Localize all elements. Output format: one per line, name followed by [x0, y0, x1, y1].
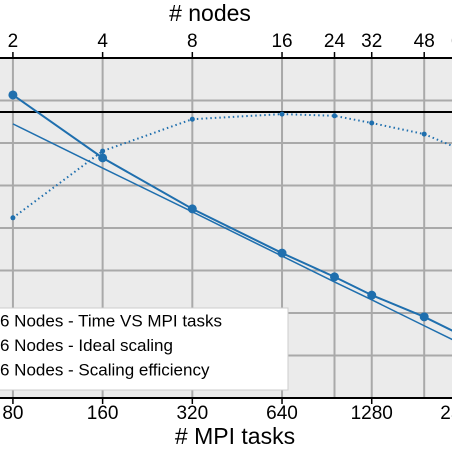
data-point: [279, 111, 285, 117]
data-point: [100, 148, 106, 154]
x-tick-label: 24: [324, 31, 346, 52]
data-point: [421, 131, 427, 137]
x2-tick-label: 2560: [440, 403, 452, 424]
series-line: [12, 123, 452, 341]
legend-label: 6 Nodes - Time VS MPI tasks: [0, 311, 222, 330]
x2-tick-label: 160: [87, 403, 119, 424]
x-axis-title: # nodes: [169, 0, 251, 26]
x-tick-label: 16: [271, 31, 292, 52]
data-point: [330, 272, 340, 282]
x2-tick-label: 1280: [351, 403, 393, 424]
legend-label: 6 Nodes - Ideal scaling: [0, 336, 173, 355]
data-point: [98, 153, 108, 163]
data-point: [369, 120, 375, 126]
data-point: [8, 90, 18, 100]
legend: 6 Nodes - Time VS MPI tasks 6 Nodes - Ide…: [0, 307, 289, 391]
data-point: [367, 290, 377, 300]
x-tick-label: 8: [187, 31, 198, 52]
data-point: [332, 113, 338, 119]
x-tick-label: 64: [451, 31, 452, 52]
x2-tick-label: 640: [266, 403, 298, 424]
data-point: [189, 116, 195, 122]
x2-tick-label: 80: [2, 403, 23, 424]
x2-axis-title: # MPI tasks: [175, 423, 295, 449]
x2-tick-label: 320: [176, 403, 208, 424]
x-tick-label: 4: [97, 31, 108, 52]
legend-label: 6 Nodes - Scaling efficiency: [0, 360, 210, 379]
series-line: [12, 94, 452, 332]
x-tick-label: 2: [8, 31, 19, 52]
x-tick-label: 48: [414, 31, 435, 52]
x-tick-label: 32: [361, 31, 382, 52]
legend-box: [0, 307, 289, 391]
data-point: [10, 215, 16, 221]
data-point: [419, 312, 429, 322]
